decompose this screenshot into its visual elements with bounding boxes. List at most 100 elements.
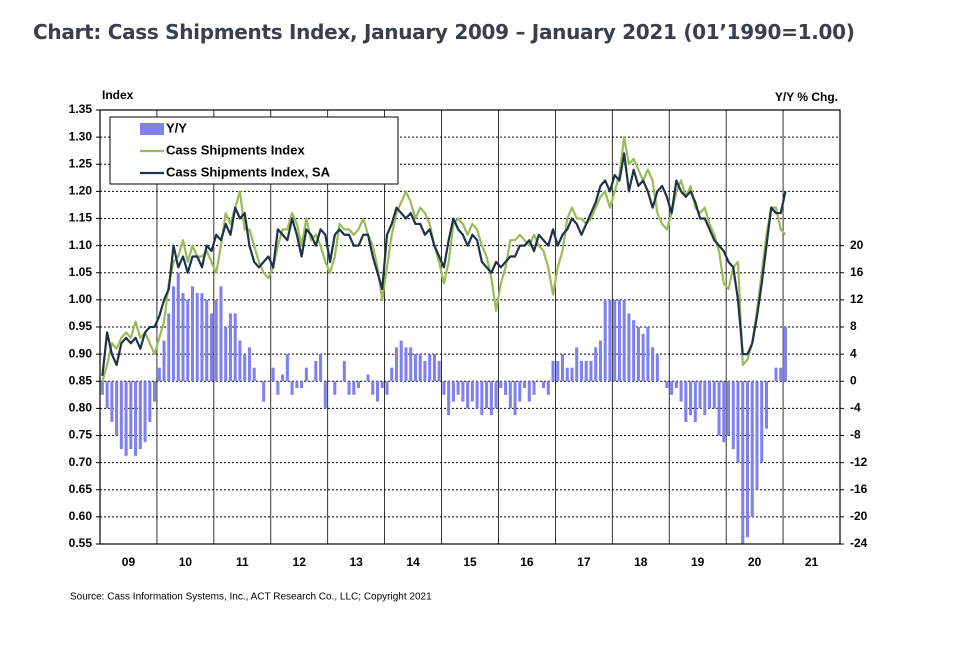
bar	[190, 286, 195, 382]
bar	[115, 381, 119, 436]
bar	[736, 381, 740, 463]
y-tick-label: 0.70	[69, 455, 93, 469]
bar	[755, 381, 759, 490]
y2-axis-label: Y/Y % Chg.	[775, 90, 838, 104]
bar	[219, 286, 223, 382]
bar	[470, 381, 474, 402]
bar	[532, 381, 536, 395]
bar	[162, 340, 166, 382]
bar	[613, 299, 617, 382]
bar	[674, 381, 678, 389]
bar	[148, 381, 152, 422]
bar	[627, 313, 631, 382]
bar	[129, 381, 133, 450]
x-tick-label: 18	[634, 555, 648, 569]
bar	[338, 381, 342, 382]
bar	[447, 381, 451, 416]
bar	[527, 381, 531, 402]
bar	[731, 381, 735, 450]
bar	[153, 381, 157, 402]
bar	[285, 354, 289, 382]
x-tick-label: 21	[805, 555, 819, 569]
y2-tick-label: 20	[850, 238, 864, 252]
bar	[769, 381, 773, 382]
bar	[494, 381, 498, 409]
plot-frame	[99, 109, 841, 545]
bar	[247, 347, 251, 382]
bar	[100, 381, 104, 395]
bar	[693, 381, 697, 422]
bar	[276, 381, 280, 395]
bar	[617, 299, 621, 382]
bar	[167, 313, 171, 382]
bar	[783, 327, 787, 382]
bar	[119, 381, 123, 450]
bar	[266, 381, 270, 382]
y-tick-label: 1.00	[69, 292, 93, 306]
bar	[708, 381, 712, 409]
bar	[138, 381, 142, 450]
bar	[456, 381, 460, 395]
bar	[594, 347, 598, 382]
bar	[390, 367, 394, 382]
bar	[432, 354, 436, 382]
y2-tick-label: 0	[850, 373, 857, 387]
bar	[442, 381, 446, 395]
bar	[489, 381, 493, 416]
bar	[475, 381, 479, 409]
bar	[579, 360, 583, 382]
bar	[257, 381, 261, 382]
bar	[622, 299, 626, 382]
bar	[262, 381, 266, 402]
bar	[224, 327, 228, 382]
bar	[499, 381, 503, 389]
bar	[741, 381, 745, 544]
y2-tick-label: -4	[850, 401, 861, 415]
legend-label: Cass Shipments Index	[166, 142, 305, 157]
bar	[366, 374, 370, 382]
x-tick-label: 11	[236, 555, 249, 569]
bar	[575, 347, 579, 382]
bar	[309, 381, 313, 382]
bar	[428, 354, 432, 382]
bar	[560, 354, 565, 382]
bar	[523, 381, 527, 389]
bar	[703, 381, 707, 416]
y2-tick-label: -12	[850, 455, 868, 469]
bar	[636, 327, 640, 382]
bar	[670, 381, 674, 395]
y-tick-label: 0.75	[69, 428, 93, 442]
y2-tick-label: 16	[850, 265, 864, 279]
bar	[764, 381, 768, 429]
bar	[646, 327, 650, 382]
y-tick-label: 1.30	[69, 129, 93, 143]
bar	[181, 293, 185, 382]
y2-tick-label: -16	[850, 482, 868, 496]
bar	[124, 381, 128, 456]
x-tick-label: 19	[691, 555, 705, 569]
bar	[110, 381, 114, 422]
bar	[712, 381, 716, 409]
bar	[684, 381, 688, 422]
bar	[200, 293, 204, 382]
x-tick-label: 12	[293, 555, 307, 569]
y-tick-label: 1.25	[69, 156, 93, 170]
bar	[361, 381, 365, 382]
bar	[598, 340, 602, 382]
bar	[209, 313, 213, 382]
bar	[774, 367, 778, 382]
bar	[513, 381, 517, 416]
bar	[418, 354, 422, 382]
bar	[347, 381, 351, 395]
bar	[689, 381, 693, 416]
bar	[727, 381, 731, 436]
chart-title: Chart: Cass Shipments Index, January 200…	[33, 20, 855, 44]
bar	[143, 381, 147, 443]
bar	[679, 381, 683, 402]
bar	[186, 299, 190, 382]
y2-tick-label: -8	[850, 428, 861, 442]
source-note: Source: Cass Information Systems, Inc., …	[70, 592, 432, 603]
bar	[176, 272, 180, 382]
bar	[518, 381, 522, 402]
